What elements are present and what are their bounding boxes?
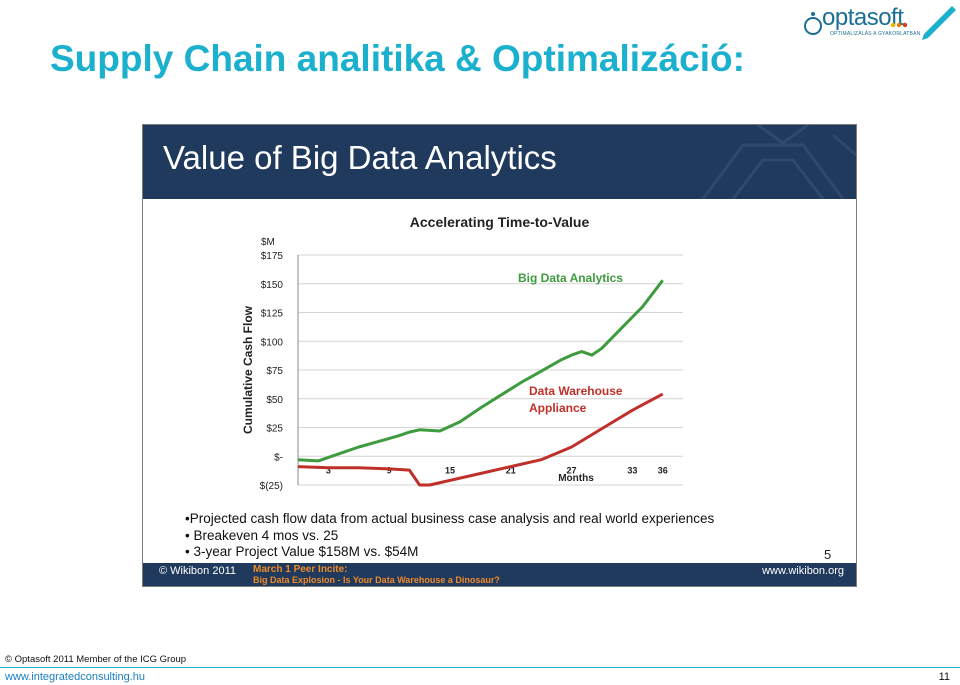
slide-footer: © Wikibon 2011 March 1 Peer Incite: Big … — [143, 563, 856, 586]
y-tick-label: $75 — [266, 366, 283, 377]
y-unit-label: $M — [261, 237, 275, 248]
bullet-item: • Breakeven 4 mos vs. 25 — [185, 527, 339, 543]
footer-event-title: Big Data Explosion - Is Your Data Wareho… — [253, 575, 500, 585]
footer-website[interactable]: www.wikibon.org — [762, 565, 844, 577]
x-tick-label: 36 — [658, 465, 668, 475]
logo-icon — [804, 12, 822, 35]
y-tick-label: $125 — [261, 309, 284, 320]
x-axis-label: Months — [558, 473, 594, 484]
header-pattern-icon — [701, 125, 856, 199]
annotation-warehouse-line2: Appliance — [529, 401, 587, 415]
slide-page-number: 5 — [824, 547, 832, 562]
bullet-item: •Projected cash flow data from actual bu… — [185, 511, 715, 526]
page-number: 11 — [938, 671, 950, 683]
y-tick-label: $100 — [261, 337, 284, 348]
y-tick-label: $175 — [261, 251, 284, 262]
annotation-warehouse-line1: Data Warehouse — [529, 384, 623, 398]
x-tick-label: 21 — [506, 465, 516, 475]
logo-text: optasoft — [822, 4, 904, 31]
footer-copyright: © Wikibon 2011 — [159, 565, 236, 577]
y-tick-label: $25 — [266, 424, 283, 435]
x-tick-label: 27 — [567, 465, 577, 475]
slide-title: Value of Big Data Analytics — [163, 139, 557, 176]
y-tick-label: $- — [274, 452, 283, 463]
copyright: © Optasoft 2011 Member of the ICG Group — [5, 654, 187, 665]
slide-header: Value of Big Data Analytics — [143, 125, 856, 199]
logo-subtitle: OPTIMALIZÁLÁS A GYAKORLATBAN — [830, 31, 921, 37]
bullet-item: • 3-year Project Value $158M vs. $54M — [185, 544, 419, 559]
x-tick-label: 15 — [445, 465, 455, 475]
x-tick-label: 33 — [627, 465, 637, 475]
y-tick-label: $50 — [266, 395, 283, 406]
cash-flow-chart: $175$150$125$100$75$50$25$-$(25) 3 9 15 21 2… — [241, 237, 683, 492]
x-tick-label: 3 — [326, 465, 331, 475]
pen-icon — [922, 6, 956, 40]
website-link[interactable]: www.integratedconsulting.hu — [5, 671, 146, 683]
footer-event: March 1 Peer Incite: — [253, 564, 348, 575]
chart-title: Accelerating Time-to-Value — [409, 214, 590, 230]
y-tick-label: $150 — [261, 280, 284, 291]
y-axis-label: Cumulative Cash Flow — [241, 305, 255, 434]
divider — [0, 667, 960, 668]
y-tick-label: $(25) — [260, 481, 283, 492]
embedded-slide: Value of Big Data Analytics Accelerating… — [142, 124, 857, 587]
series-line-1 — [297, 392, 664, 487]
logo-dots-icon — [890, 22, 908, 28]
series-line-0 — [297, 279, 664, 463]
bullet-list: •Projected cash flow data from actual bu… — [185, 511, 714, 561]
page-title: Supply Chain analitika & Optimalizáció: — [50, 38, 745, 79]
annotation-big-data: Big Data Analytics — [518, 271, 623, 285]
